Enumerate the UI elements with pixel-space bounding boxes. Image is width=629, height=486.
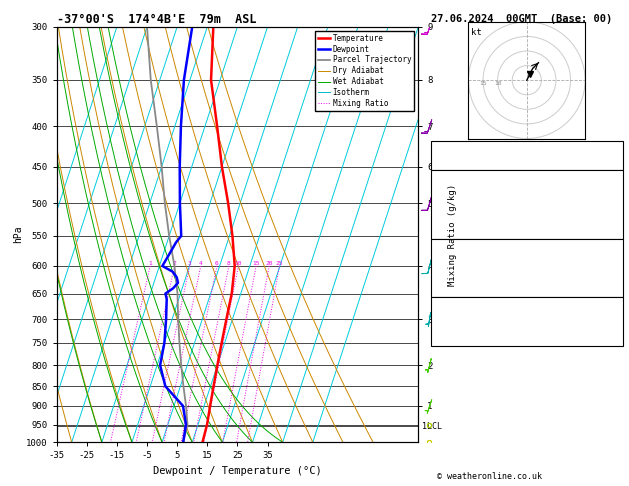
Text: 0: 0 <box>612 219 617 228</box>
Text: 303: 303 <box>603 256 617 265</box>
Text: EH: EH <box>437 303 447 312</box>
FancyBboxPatch shape <box>431 141 623 170</box>
Text: 37: 37 <box>607 151 617 160</box>
Text: CIN (J): CIN (J) <box>437 288 470 296</box>
Text: 25: 25 <box>276 261 283 266</box>
Text: CAPE (J): CAPE (J) <box>437 219 476 228</box>
FancyBboxPatch shape <box>431 297 623 346</box>
Text: θc(K): θc(K) <box>437 198 461 207</box>
Text: 21: 21 <box>607 336 617 345</box>
Text: Lifted Index: Lifted Index <box>437 208 495 218</box>
Text: 0: 0 <box>612 288 617 296</box>
Text: Surface: Surface <box>509 169 544 178</box>
Y-axis label: km
ASL: km ASL <box>442 235 457 254</box>
Text: Hodograph: Hodograph <box>504 295 549 304</box>
FancyBboxPatch shape <box>431 170 623 239</box>
Text: Temp (°C): Temp (°C) <box>437 178 481 187</box>
Text: K: K <box>437 141 442 150</box>
X-axis label: Dewpoint / Temperature (°C): Dewpoint / Temperature (°C) <box>153 466 322 476</box>
Text: StmSpd (kt): StmSpd (kt) <box>437 336 490 345</box>
Text: CIN (J): CIN (J) <box>437 229 470 238</box>
Text: StmDir: StmDir <box>437 325 466 334</box>
Text: 0: 0 <box>612 277 617 286</box>
Text: 6: 6 <box>612 208 617 218</box>
Text: 0: 0 <box>612 229 617 238</box>
Text: 8: 8 <box>227 261 231 266</box>
Text: 0.97: 0.97 <box>598 161 617 170</box>
Text: 303: 303 <box>603 198 617 207</box>
Text: kt: kt <box>471 28 482 37</box>
Text: 15: 15 <box>252 261 260 266</box>
Text: 27.06.2024  00GMT  (Base: 00): 27.06.2024 00GMT (Base: 00) <box>431 14 612 24</box>
Text: PW (cm): PW (cm) <box>437 161 470 170</box>
Text: 1LCL: 1LCL <box>423 422 442 431</box>
Y-axis label: hPa: hPa <box>13 226 23 243</box>
Text: CAPE (J): CAPE (J) <box>437 277 476 286</box>
Text: SREH: SREH <box>437 314 456 323</box>
Text: 18: 18 <box>607 303 617 312</box>
Text: Most Unstable: Most Unstable <box>494 237 559 246</box>
Text: 13.4: 13.4 <box>598 178 617 187</box>
Text: © weatheronline.co.uk: © weatheronline.co.uk <box>437 472 542 481</box>
Text: θc (K): θc (K) <box>437 256 466 265</box>
Text: 1: 1 <box>148 261 152 266</box>
Text: 4: 4 <box>199 261 203 266</box>
Legend: Temperature, Dewpoint, Parcel Trajectory, Dry Adiabat, Wet Adiabat, Isotherm, Mi: Temperature, Dewpoint, Parcel Trajectory… <box>315 31 415 111</box>
Text: Dewp (°C): Dewp (°C) <box>437 188 481 197</box>
Text: 6: 6 <box>612 266 617 276</box>
Text: 242°: 242° <box>598 325 617 334</box>
Text: 10: 10 <box>235 261 242 266</box>
Text: 1012: 1012 <box>598 245 617 254</box>
Text: 6: 6 <box>215 261 219 266</box>
FancyBboxPatch shape <box>431 239 623 297</box>
Text: Lifted Index: Lifted Index <box>437 266 495 276</box>
Text: Pressure (mb): Pressure (mb) <box>437 245 500 254</box>
Text: -37°00'S  174°4B'E  79m  ASL: -37°00'S 174°4B'E 79m ASL <box>57 13 256 26</box>
Text: 20: 20 <box>265 261 273 266</box>
Text: -1: -1 <box>607 141 617 150</box>
Text: Totals Totals: Totals Totals <box>437 151 500 160</box>
Text: 7: 7 <box>612 188 617 197</box>
Text: 10: 10 <box>494 81 501 86</box>
Text: 3: 3 <box>188 261 192 266</box>
Text: Mixing Ratio (g/kg): Mixing Ratio (g/kg) <box>448 183 457 286</box>
Text: 63: 63 <box>607 314 617 323</box>
Text: 15: 15 <box>479 81 487 86</box>
Text: 2: 2 <box>173 261 177 266</box>
